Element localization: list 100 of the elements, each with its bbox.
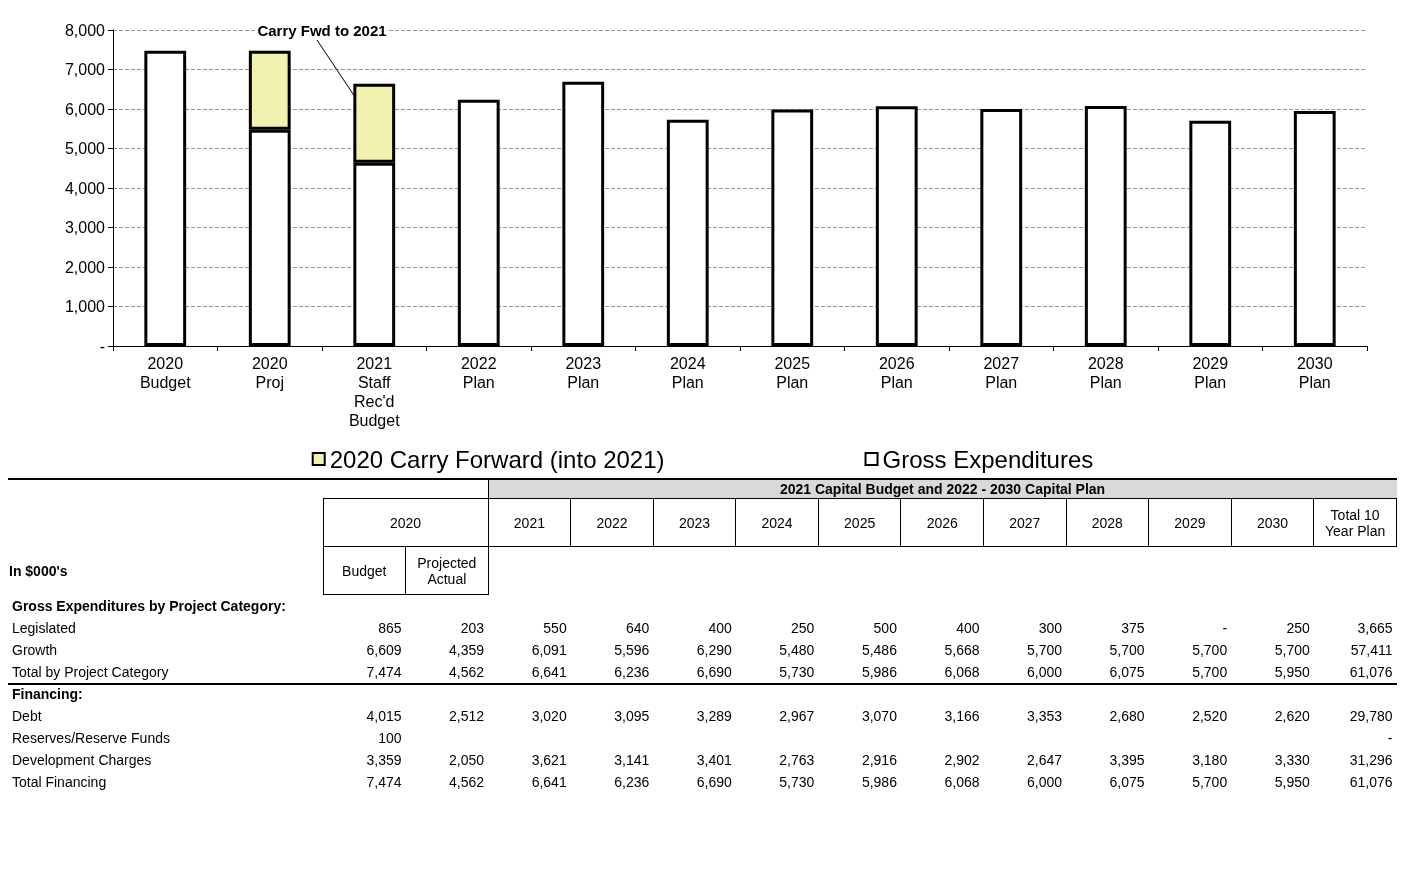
x-tick-label: 2025 Plan bbox=[774, 355, 811, 391]
y-tick-label: 7,000 bbox=[64, 61, 106, 78]
y-tick-label: 4,000 bbox=[64, 179, 106, 197]
data-label: 2,763 bbox=[778, 750, 816, 770]
data-label: 57,411 bbox=[1349, 640, 1394, 660]
data-label: 3,289 bbox=[695, 706, 733, 726]
data-label: 500 bbox=[872, 618, 898, 638]
data-label: 61,076 bbox=[1348, 662, 1394, 682]
y-tick-label: 1,000 bbox=[64, 298, 106, 315]
data-label: 550 bbox=[542, 618, 568, 638]
data-label: 6,641 bbox=[530, 772, 568, 792]
x-tick-label: 2030 bbox=[1231, 498, 1314, 547]
data-label: 5,700 bbox=[1191, 772, 1229, 792]
legend-label: 2020 Carry Forward (into 2021) bbox=[329, 445, 665, 473]
data-label: 5,486 bbox=[860, 640, 898, 660]
data-label: 5,668 bbox=[943, 640, 981, 660]
data-label: 5,950 bbox=[1273, 772, 1311, 792]
text: - bbox=[1222, 619, 1228, 636]
data-label: 3,141 bbox=[613, 750, 651, 770]
text: 2020 bbox=[323, 498, 489, 547]
data-label: 4,015 bbox=[365, 706, 403, 726]
data-label: 7,474 bbox=[365, 662, 403, 682]
data-label: 5,700 bbox=[1108, 640, 1146, 660]
data-label: 6,000 bbox=[1026, 772, 1064, 792]
y-tick-label: Reserves/Reserve Funds bbox=[11, 728, 171, 748]
y-tick-label: Financing: bbox=[11, 684, 84, 704]
data-label: 3,166 bbox=[943, 706, 981, 726]
data-label: 29,780 bbox=[1348, 706, 1394, 726]
data-label: 6,075 bbox=[1108, 772, 1146, 792]
x-tick-label: 2026 bbox=[900, 498, 984, 547]
x-tick-label: Budget bbox=[323, 546, 406, 595]
x-tick-label: 2022 bbox=[570, 498, 654, 547]
data-label: 2,050 bbox=[448, 750, 486, 770]
y-tick-label: 6,000 bbox=[64, 100, 106, 118]
x-tick-label: Total 10 Year Plan bbox=[1313, 498, 1397, 547]
x-tick-label: 2022 Plan bbox=[460, 355, 497, 391]
x-tick-label: 2024 bbox=[735, 498, 819, 547]
x-tick-label: 2020 Proj bbox=[251, 355, 288, 391]
y-tick-label: Development Charges bbox=[11, 750, 153, 770]
data-label: 6,075 bbox=[1108, 662, 1146, 682]
data-label: 3,395 bbox=[1108, 750, 1146, 770]
data-label: 31,296 bbox=[1348, 750, 1394, 770]
data-label: 2,967 bbox=[778, 706, 816, 726]
data-label: 6,236 bbox=[613, 772, 651, 792]
y-tick-label: 8,000 bbox=[64, 21, 106, 39]
x-tick-label: 2021 bbox=[488, 498, 571, 547]
x-tick-label: 2027 Plan bbox=[983, 355, 1020, 391]
data-label: 3,020 bbox=[530, 706, 568, 726]
data-label: 6,091 bbox=[530, 640, 568, 660]
y-axis-title: In $000's bbox=[8, 561, 69, 581]
data-label: 6,236 bbox=[613, 662, 651, 682]
data-label: 2,520 bbox=[1191, 706, 1229, 726]
data-label: 400 bbox=[707, 618, 733, 638]
data-label: 640 bbox=[624, 618, 651, 638]
x-tick-label: 2030 Plan bbox=[1296, 355, 1333, 391]
x-tick-label: 2025 bbox=[818, 498, 901, 547]
data-label: 3,401 bbox=[695, 750, 733, 770]
data-label: 3,070 bbox=[860, 706, 898, 726]
data-label: 2,647 bbox=[1026, 750, 1064, 770]
data-label: 6,000 bbox=[1026, 662, 1064, 682]
text: - bbox=[1387, 729, 1393, 746]
data-label: 5,986 bbox=[860, 772, 898, 792]
x-tick-label: Projected Actual bbox=[405, 546, 489, 595]
data-label: 3,180 bbox=[1191, 750, 1229, 770]
data-label: 5,700 bbox=[1191, 640, 1229, 660]
x-tick-label: 2029 Plan bbox=[1192, 355, 1229, 391]
chart-title: 2021 Capital Budget and 2022 - 2030 Capital Plan bbox=[488, 479, 1397, 499]
data-label: 3,353 bbox=[1026, 706, 1064, 726]
x-tick-label: 2028 Plan bbox=[1087, 355, 1124, 391]
x-tick-label: 2028 bbox=[1066, 498, 1149, 547]
data-label: 6,068 bbox=[943, 662, 981, 682]
data-label: 5,986 bbox=[860, 662, 898, 682]
data-label: 3,359 bbox=[365, 750, 403, 770]
data-label: 5,700 bbox=[1273, 640, 1311, 660]
data-label: 3,330 bbox=[1273, 750, 1311, 770]
data-label: 6,290 bbox=[695, 640, 733, 660]
y-tick-label: Growth bbox=[11, 640, 59, 660]
x-tick-label: 2023 Plan bbox=[565, 355, 602, 391]
data-label: 250 bbox=[790, 618, 816, 638]
data-label: 4,562 bbox=[448, 662, 486, 682]
data-label: 250 bbox=[1285, 618, 1311, 638]
y-tick-label: - bbox=[99, 337, 105, 355]
x-tick-label: 2024 Plan bbox=[669, 355, 706, 391]
y-tick-label: Total by Project Category bbox=[11, 662, 170, 682]
data-label: 2,620 bbox=[1273, 706, 1311, 726]
data-label: 2,680 bbox=[1108, 706, 1146, 726]
legend-label: Gross Expenditures bbox=[882, 445, 1094, 473]
data-label: 7,474 bbox=[365, 772, 403, 792]
data-label: 5,730 bbox=[778, 772, 816, 792]
data-label: 6,690 bbox=[695, 772, 733, 792]
data-label: 2,902 bbox=[943, 750, 981, 770]
data-label: 2,916 bbox=[860, 750, 898, 770]
x-tick-label: 2026 Plan bbox=[878, 355, 915, 391]
y-tick-label: 2,000 bbox=[64, 258, 106, 276]
data-label: 3,621 bbox=[530, 750, 568, 770]
data-label: 61,076 bbox=[1348, 772, 1394, 792]
data-label: 300 bbox=[1037, 618, 1064, 638]
data-label: 3,665 bbox=[1356, 618, 1394, 638]
y-tick-label: Total Financing bbox=[11, 772, 108, 792]
data-label: 400 bbox=[955, 618, 981, 638]
